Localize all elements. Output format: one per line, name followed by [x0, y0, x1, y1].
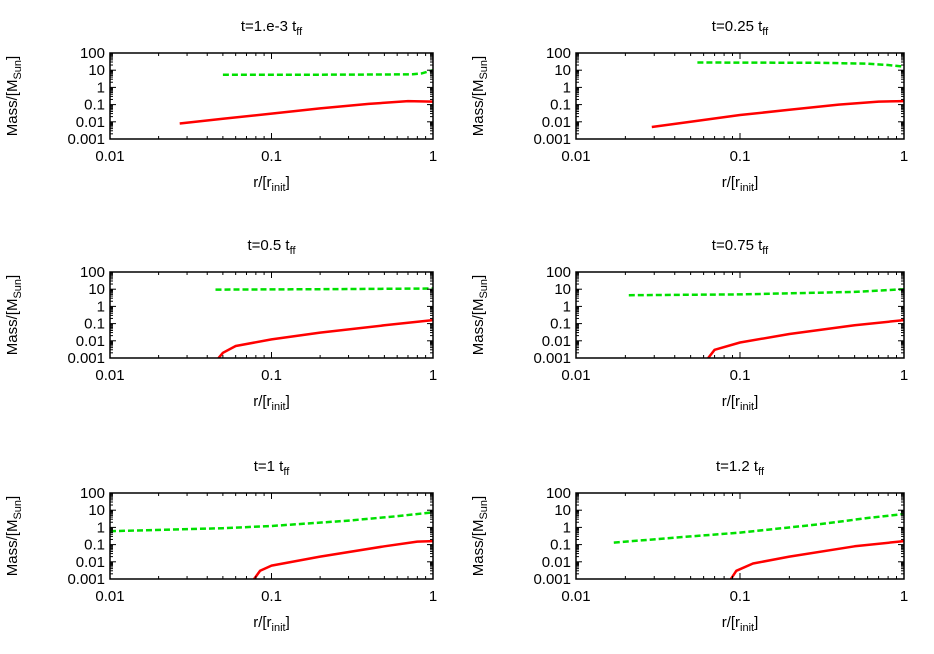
subplot-title: t=0.75 tff [712, 237, 769, 257]
x-tick-label: 0.1 [261, 588, 282, 605]
y-tick-label: 100 [80, 45, 105, 62]
y-tick-label: 0.1 [550, 316, 571, 333]
y-axis-label: Mass/[MSun] [4, 56, 24, 136]
x-tick-label: 0.1 [730, 367, 751, 384]
y-tick-label: 10 [554, 62, 571, 79]
y-tick-label: 10 [88, 502, 105, 519]
y-axis-label: Mass/[MSun] [470, 275, 490, 355]
y-tick-label: 0.01 [542, 114, 571, 131]
y-tick-label: 1 [97, 519, 105, 536]
plot-frame [575, 271, 905, 359]
subplot-title: t=1.e-3 tff [241, 18, 303, 38]
y-tick-label: 100 [546, 45, 571, 62]
subplot-title: t=1.2 tff [716, 458, 765, 478]
x-tick-label: 0.01 [561, 148, 590, 165]
y-axis-label: Mass/[MSun] [4, 496, 24, 576]
x-tick-label: 0.01 [95, 367, 124, 384]
y-tick-label: 0.1 [84, 316, 105, 333]
x-tick-label: 0.01 [95, 588, 124, 605]
y-tick-label: 0.1 [550, 97, 571, 114]
y-axis-label: Mass/[MSun] [470, 496, 490, 576]
y-tick-label: 0.1 [84, 97, 105, 114]
x-axis-label: r/[rinit] [722, 614, 759, 634]
x-axis-label: r/[rinit] [253, 393, 290, 413]
y-tick-label: 10 [88, 281, 105, 298]
x-tick-label: 0.1 [261, 148, 282, 165]
x-tick-label: 0.1 [261, 367, 282, 384]
x-axis-label: r/[rinit] [253, 174, 290, 194]
y-axis-label: Mass/[MSun] [470, 56, 490, 136]
y-tick-label: 0.001 [67, 571, 105, 588]
y-tick-label: 10 [88, 62, 105, 79]
x-tick-label: 0.01 [561, 588, 590, 605]
plot-frame [109, 492, 434, 580]
x-tick-label: 0.01 [95, 148, 124, 165]
y-tick-label: 0.1 [84, 537, 105, 554]
subplot-title: t=0.25 tff [712, 18, 769, 38]
x-tick-label: 1 [429, 367, 437, 384]
series-line-red [651, 99, 904, 129]
y-tick-label: 1 [563, 298, 571, 315]
x-axis-label: r/[rinit] [253, 614, 290, 634]
y-tick-label: 0.01 [76, 333, 105, 350]
y-tick-label: 1 [563, 79, 571, 96]
y-tick-label: 0.1 [550, 537, 571, 554]
plot-frame [575, 52, 905, 140]
x-tick-label: 0.1 [730, 588, 751, 605]
y-tick-label: 1 [97, 79, 105, 96]
y-tick-label: 100 [546, 485, 571, 502]
series-line-green-dashed [697, 61, 904, 68]
x-tick-label: 1 [900, 148, 908, 165]
series-line-green-dashed [215, 287, 433, 291]
y-tick-label: 0.001 [533, 350, 571, 367]
series-line-red [253, 539, 433, 579]
plot-frame [109, 271, 434, 359]
x-axis-label: r/[rinit] [722, 174, 759, 194]
y-tick-label: 100 [546, 264, 571, 281]
y-tick-label: 0.01 [76, 554, 105, 571]
y-tick-label: 1 [97, 298, 105, 315]
series-line-red [217, 318, 433, 358]
y-tick-label: 0.001 [67, 350, 105, 367]
x-axis-label: r/[rinit] [722, 393, 759, 413]
plot-frame [575, 492, 905, 580]
y-tick-label: 0.001 [67, 131, 105, 148]
y-tick-label: 10 [554, 502, 571, 519]
x-tick-label: 0.01 [561, 367, 590, 384]
subplot-title: t=1 tff [254, 458, 290, 478]
y-tick-label: 0.01 [542, 554, 571, 571]
y-tick-label: 0.01 [542, 333, 571, 350]
series-line-green-dashed [110, 511, 433, 533]
series-line-green-dashed [222, 68, 433, 76]
y-tick-label: 100 [80, 485, 105, 502]
y-axis-label: Mass/[MSun] [4, 275, 24, 355]
series-line-green-dashed [613, 512, 904, 544]
y-tick-label: 1 [563, 519, 571, 536]
y-tick-label: 0.001 [533, 571, 571, 588]
x-tick-label: 1 [429, 588, 437, 605]
x-tick-label: 1 [429, 148, 437, 165]
series-line-green-dashed [628, 287, 904, 297]
x-tick-label: 0.1 [730, 148, 751, 165]
plot-frame [109, 52, 434, 140]
y-tick-label: 100 [80, 264, 105, 281]
y-tick-label: 0.001 [533, 131, 571, 148]
x-tick-label: 1 [900, 367, 908, 384]
series-line-red [179, 99, 433, 125]
y-tick-label: 10 [554, 281, 571, 298]
subplot-title: t=0.5 tff [247, 237, 296, 257]
x-tick-label: 1 [900, 588, 908, 605]
y-tick-label: 0.01 [76, 114, 105, 131]
series-line-red [707, 318, 904, 358]
series-line-red [729, 539, 904, 579]
